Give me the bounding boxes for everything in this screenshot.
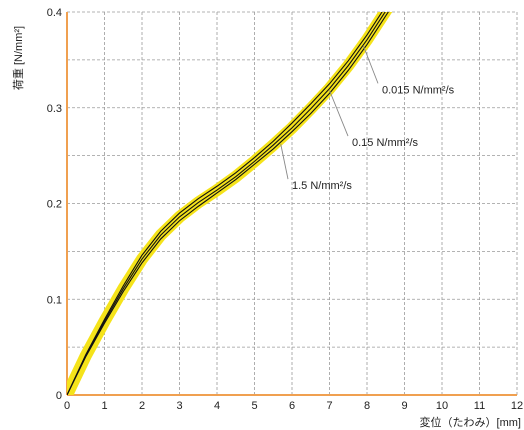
- series-line-3: [67, 12, 383, 395]
- x-tick-label: 2: [139, 400, 145, 412]
- x-axis-label: 変位（たわみ）[mm]: [420, 415, 521, 429]
- y-tick-labels: 0 0.1 0.2 0.3 0.4: [47, 7, 62, 402]
- y-tick-label: 0.3: [47, 103, 62, 115]
- annotation-leader-1: [362, 45, 379, 84]
- x-tick-label: 12: [511, 400, 523, 412]
- x-tick-label: 0: [64, 400, 70, 412]
- series-line-1: [67, 12, 389, 395]
- speed-band: [67, 12, 393, 395]
- y-tick-label: 0.1: [47, 294, 62, 306]
- annotation-leader-3: [280, 144, 289, 180]
- x-tick-label: 6: [289, 400, 295, 412]
- annotation-label-2: 0.15 N/mm²/s: [352, 137, 419, 149]
- axes: [66, 12, 517, 396]
- x-tick-label: 11: [474, 400, 485, 412]
- y-tick-label: 0.2: [47, 199, 62, 211]
- annotations: 0.015 N/mm²/s 0.15 N/mm²/s 1.5 N/mm²/s: [280, 45, 455, 192]
- x-tick-label: 1: [101, 400, 107, 412]
- y-tick-label: 0: [56, 390, 62, 402]
- series-line-2: [67, 12, 386, 395]
- x-tick-label: 9: [401, 400, 407, 412]
- y-axis-label: 荷重 [N/mm²]: [11, 26, 25, 90]
- y-tick-label: 0.4: [47, 7, 62, 19]
- annotation-label-3: 1.5 N/mm²/s: [292, 180, 352, 192]
- x-tick-label: 7: [326, 400, 332, 412]
- band-fill: [67, 12, 393, 395]
- annotation-leader-2: [329, 90, 349, 137]
- annotation-label-1: 0.015 N/mm²/s: [382, 84, 455, 96]
- x-tick-labels: 0 1 2 3 4 5 6 7 8 9 10 11 12: [64, 400, 523, 412]
- x-tick-label: 5: [251, 400, 257, 412]
- series-lines: [67, 12, 389, 395]
- x-tick-label: 10: [436, 400, 448, 412]
- x-tick-label: 4: [214, 400, 220, 412]
- x-tick-label: 8: [364, 400, 370, 412]
- grid: [67, 11, 518, 395]
- x-tick-label: 3: [176, 400, 182, 412]
